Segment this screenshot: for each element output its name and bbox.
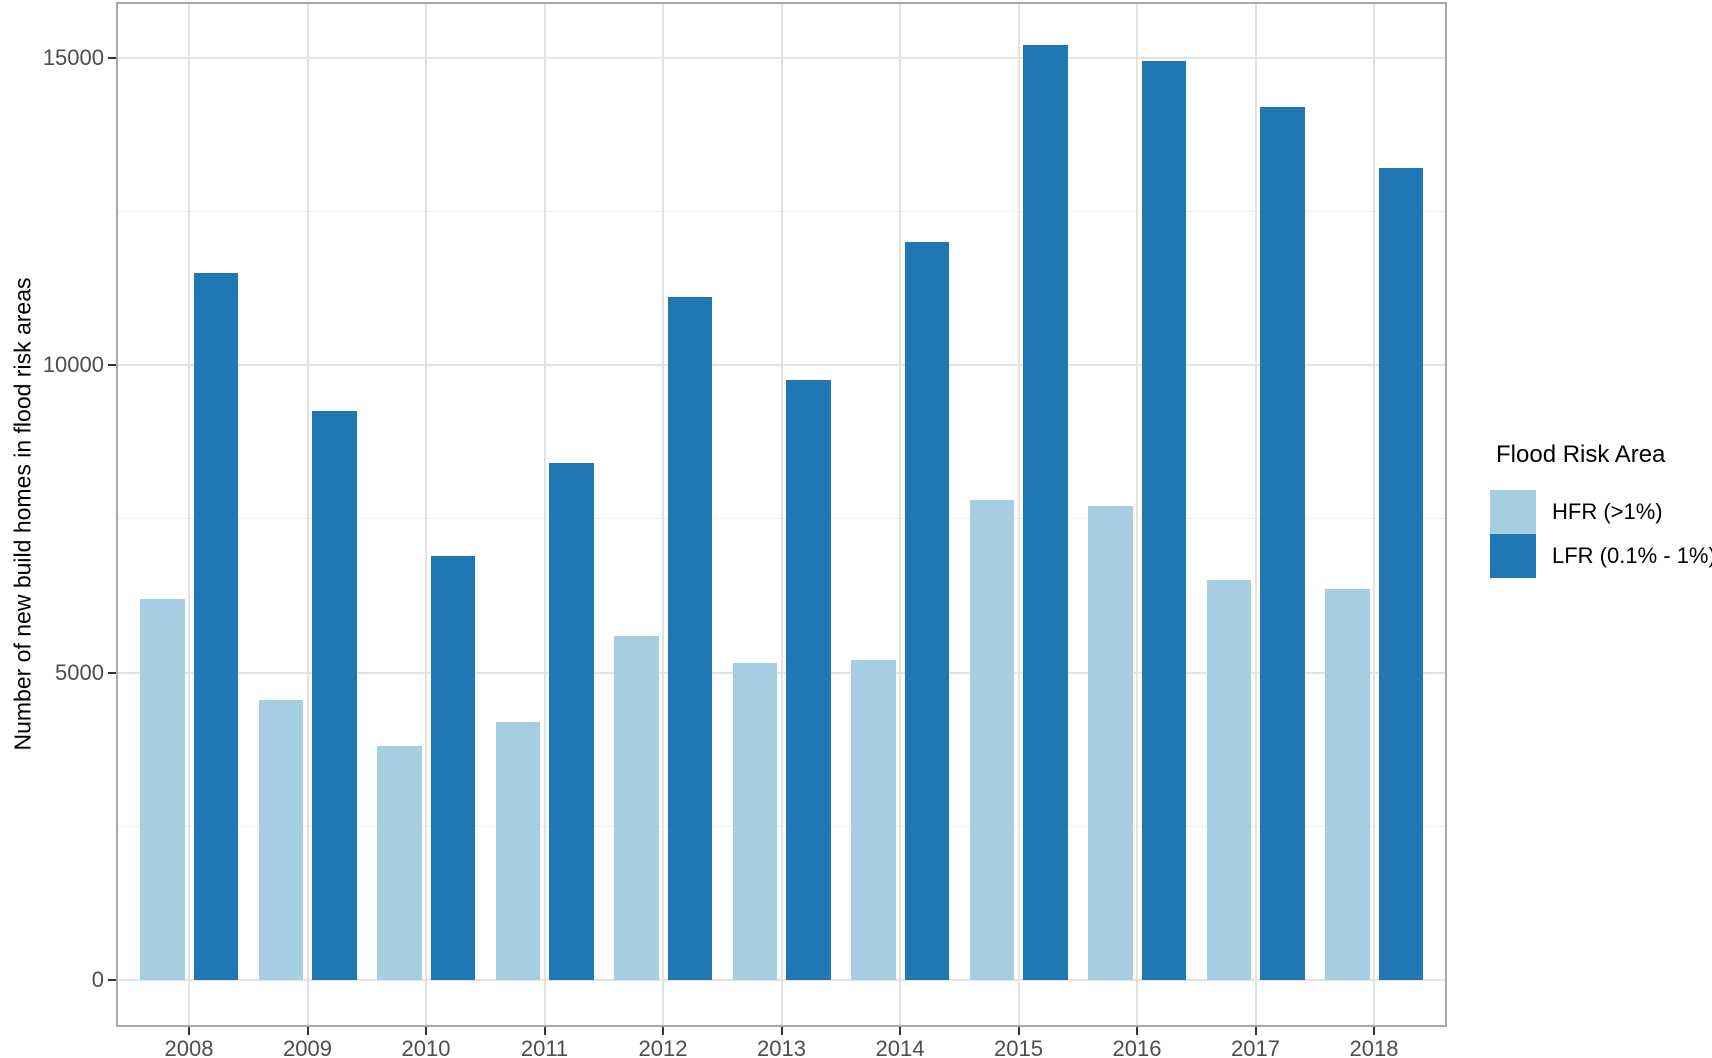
x-tick-2009 xyxy=(306,1027,309,1035)
y-tick-0 xyxy=(108,979,116,981)
bar-lfr-2014 xyxy=(904,242,949,980)
y-tick-5000 xyxy=(108,671,116,674)
bar-lfr-2016 xyxy=(1141,60,1186,980)
bar-lfr-2009 xyxy=(312,411,357,980)
x-tick-2008 xyxy=(188,1027,190,1035)
bar-hfr-2015 xyxy=(969,500,1014,980)
x-label-2009: 2009 xyxy=(283,1036,332,1058)
bar-hfr-2012 xyxy=(614,635,659,980)
x-tick-2017 xyxy=(1254,1027,1257,1035)
bar-lfr-2011 xyxy=(549,463,594,980)
bar-hfr-2017 xyxy=(1206,580,1251,980)
y-tick-10000 xyxy=(108,364,116,366)
legend-label-hfr: HFR (>1%) xyxy=(1552,499,1663,524)
bar-lfr-2015 xyxy=(1023,45,1068,980)
x-label-2011: 2011 xyxy=(520,1036,569,1058)
x-label-2008: 2008 xyxy=(164,1036,214,1058)
gridline-x-2010 xyxy=(425,4,427,1025)
x-label-2015: 2015 xyxy=(994,1036,1043,1058)
legend-item-lfr: LFR (0.1% - 1%) xyxy=(1490,534,1712,578)
bar-lfr-2013 xyxy=(786,380,831,980)
x-label-2017: 2017 xyxy=(1231,1036,1280,1058)
x-label-2013: 2013 xyxy=(757,1036,806,1058)
x-tick-2013 xyxy=(780,1027,783,1035)
x-label-2014: 2014 xyxy=(875,1036,925,1058)
bar-hfr-2008 xyxy=(140,598,185,980)
bar-hfr-2011 xyxy=(495,721,540,980)
gridline-x-2016 xyxy=(1136,4,1138,1025)
bar-lfr-2017 xyxy=(1260,106,1305,980)
gridline-x-2014 xyxy=(899,4,901,1025)
gridline-x-2011 xyxy=(543,4,546,1025)
legend-swatch-hfr xyxy=(1490,490,1536,534)
legend: Flood Risk Area HFR (>1%) LFR (0.1% - 1%… xyxy=(1490,440,1712,578)
x-tick-2010 xyxy=(425,1027,427,1035)
x-tick-2016 xyxy=(1136,1027,1138,1035)
bar-hfr-2014 xyxy=(851,660,896,980)
x-tick-2015 xyxy=(1017,1027,1020,1035)
gridline-x-2009 xyxy=(306,4,309,1025)
bar-hfr-2010 xyxy=(377,746,422,980)
y-label-15000: 15000 xyxy=(42,44,104,70)
x-tick-2014 xyxy=(899,1027,901,1035)
gridline-x-2017 xyxy=(1254,4,1257,1025)
legend-title: Flood Risk Area xyxy=(1496,441,1666,468)
x-tick-2011 xyxy=(543,1027,546,1035)
bar-hfr-2016 xyxy=(1088,506,1133,980)
gridline-x-2012 xyxy=(662,4,664,1025)
gridline-x-2018 xyxy=(1373,4,1375,1025)
y-tick-15000 xyxy=(108,56,116,59)
bar-hfr-2018 xyxy=(1325,589,1370,980)
x-label-2018: 2018 xyxy=(1349,1036,1399,1058)
gridline-x-2015 xyxy=(1017,4,1020,1025)
x-label-2016: 2016 xyxy=(1112,1036,1162,1058)
gridline-x-2008 xyxy=(188,4,190,1025)
bar-hfr-2009 xyxy=(258,700,303,980)
gridline-x-2013 xyxy=(780,4,783,1025)
x-label-2012: 2012 xyxy=(638,1036,688,1058)
bar-lfr-2018 xyxy=(1378,168,1423,980)
legend-label-lfr: LFR (0.1% - 1%) xyxy=(1552,543,1712,568)
bar-lfr-2010 xyxy=(430,555,475,980)
legend-item-hfr: HFR (>1%) xyxy=(1490,490,1712,534)
x-tick-2018 xyxy=(1373,1027,1375,1035)
x-label-2010: 2010 xyxy=(401,1036,451,1058)
bar-lfr-2008 xyxy=(193,272,238,980)
bar-lfr-2012 xyxy=(667,297,712,980)
y-label-10000: 10000 xyxy=(42,352,104,377)
y-label-5000: 5000 xyxy=(55,659,104,685)
legend-swatch-lfr xyxy=(1490,534,1536,578)
x-tick-2012 xyxy=(662,1027,664,1035)
plot-panel xyxy=(116,2,1447,1027)
bar-hfr-2013 xyxy=(732,663,777,980)
y-label-0: 0 xyxy=(91,967,104,992)
